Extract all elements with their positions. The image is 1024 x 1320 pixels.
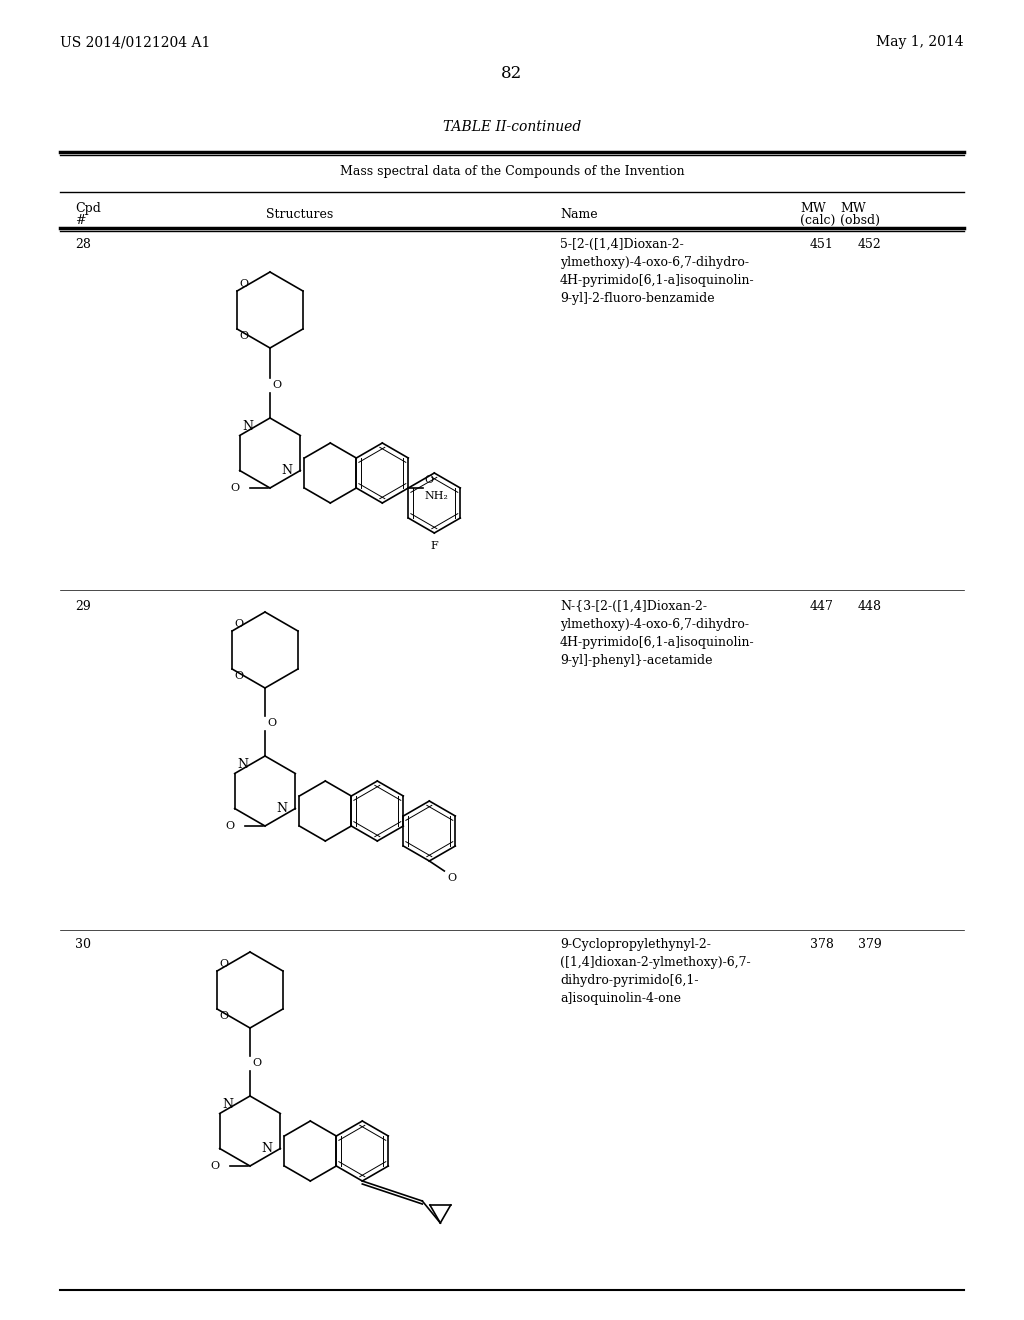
Text: 5-[2-([1,4]Dioxan-2-
ylmethoxy)-4-oxo-6,7-dihydro-
4H-pyrimido[6,1-a]isoquinolin: 5-[2-([1,4]Dioxan-2- ylmethoxy)-4-oxo-6,… xyxy=(560,238,755,305)
Text: NH₂: NH₂ xyxy=(424,491,449,502)
Text: O: O xyxy=(230,483,240,492)
Text: O: O xyxy=(239,331,248,341)
Text: N: N xyxy=(238,758,249,771)
Text: 9-Cyclopropylethynyl-2-
([1,4]dioxan-2-ylmethoxy)-6,7-
dihydro-pyrimido[6,1-
a]i: 9-Cyclopropylethynyl-2- ([1,4]dioxan-2-y… xyxy=(560,939,751,1005)
Text: Cpd: Cpd xyxy=(75,202,101,215)
Text: (calc): (calc) xyxy=(800,214,836,227)
Text: N: N xyxy=(276,803,288,814)
Text: Structures: Structures xyxy=(266,209,334,220)
Text: F: F xyxy=(430,541,438,550)
Text: 448: 448 xyxy=(858,601,882,612)
Text: O: O xyxy=(225,821,234,832)
Text: Mass spectral data of the Compounds of the Invention: Mass spectral data of the Compounds of t… xyxy=(340,165,684,178)
Text: O: O xyxy=(234,619,244,630)
Text: 451: 451 xyxy=(810,238,834,251)
Text: TABLE II-continued: TABLE II-continued xyxy=(442,120,582,135)
Text: 452: 452 xyxy=(858,238,882,251)
Text: Name: Name xyxy=(560,209,598,220)
Text: N: N xyxy=(282,465,292,477)
Text: N: N xyxy=(261,1142,272,1155)
Text: O: O xyxy=(424,475,433,484)
Text: 29: 29 xyxy=(75,601,91,612)
Text: May 1, 2014: May 1, 2014 xyxy=(877,36,964,49)
Text: MW: MW xyxy=(840,202,865,215)
Text: N: N xyxy=(222,1097,233,1110)
Text: N: N xyxy=(243,420,254,433)
Text: 378: 378 xyxy=(810,939,834,950)
Text: 82: 82 xyxy=(502,65,522,82)
Text: (obsd): (obsd) xyxy=(840,214,880,227)
Text: O: O xyxy=(267,718,276,729)
Text: O: O xyxy=(447,873,457,883)
Text: #: # xyxy=(75,214,85,227)
Text: O: O xyxy=(272,380,282,389)
Text: US 2014/0121204 A1: US 2014/0121204 A1 xyxy=(60,36,210,49)
Text: O: O xyxy=(219,960,228,969)
Text: N-{3-[2-([1,4]Dioxan-2-
ylmethoxy)-4-oxo-6,7-dihydro-
4H-pyrimido[6,1-a]isoquino: N-{3-[2-([1,4]Dioxan-2- ylmethoxy)-4-oxo… xyxy=(560,601,755,667)
Text: 379: 379 xyxy=(858,939,882,950)
Text: MW: MW xyxy=(800,202,825,215)
Text: 28: 28 xyxy=(75,238,91,251)
Text: O: O xyxy=(252,1059,261,1068)
Text: O: O xyxy=(219,1011,228,1020)
Text: O: O xyxy=(239,279,248,289)
Text: O: O xyxy=(234,671,244,681)
Text: 30: 30 xyxy=(75,939,91,950)
Text: O: O xyxy=(211,1162,219,1171)
Text: 447: 447 xyxy=(810,601,834,612)
